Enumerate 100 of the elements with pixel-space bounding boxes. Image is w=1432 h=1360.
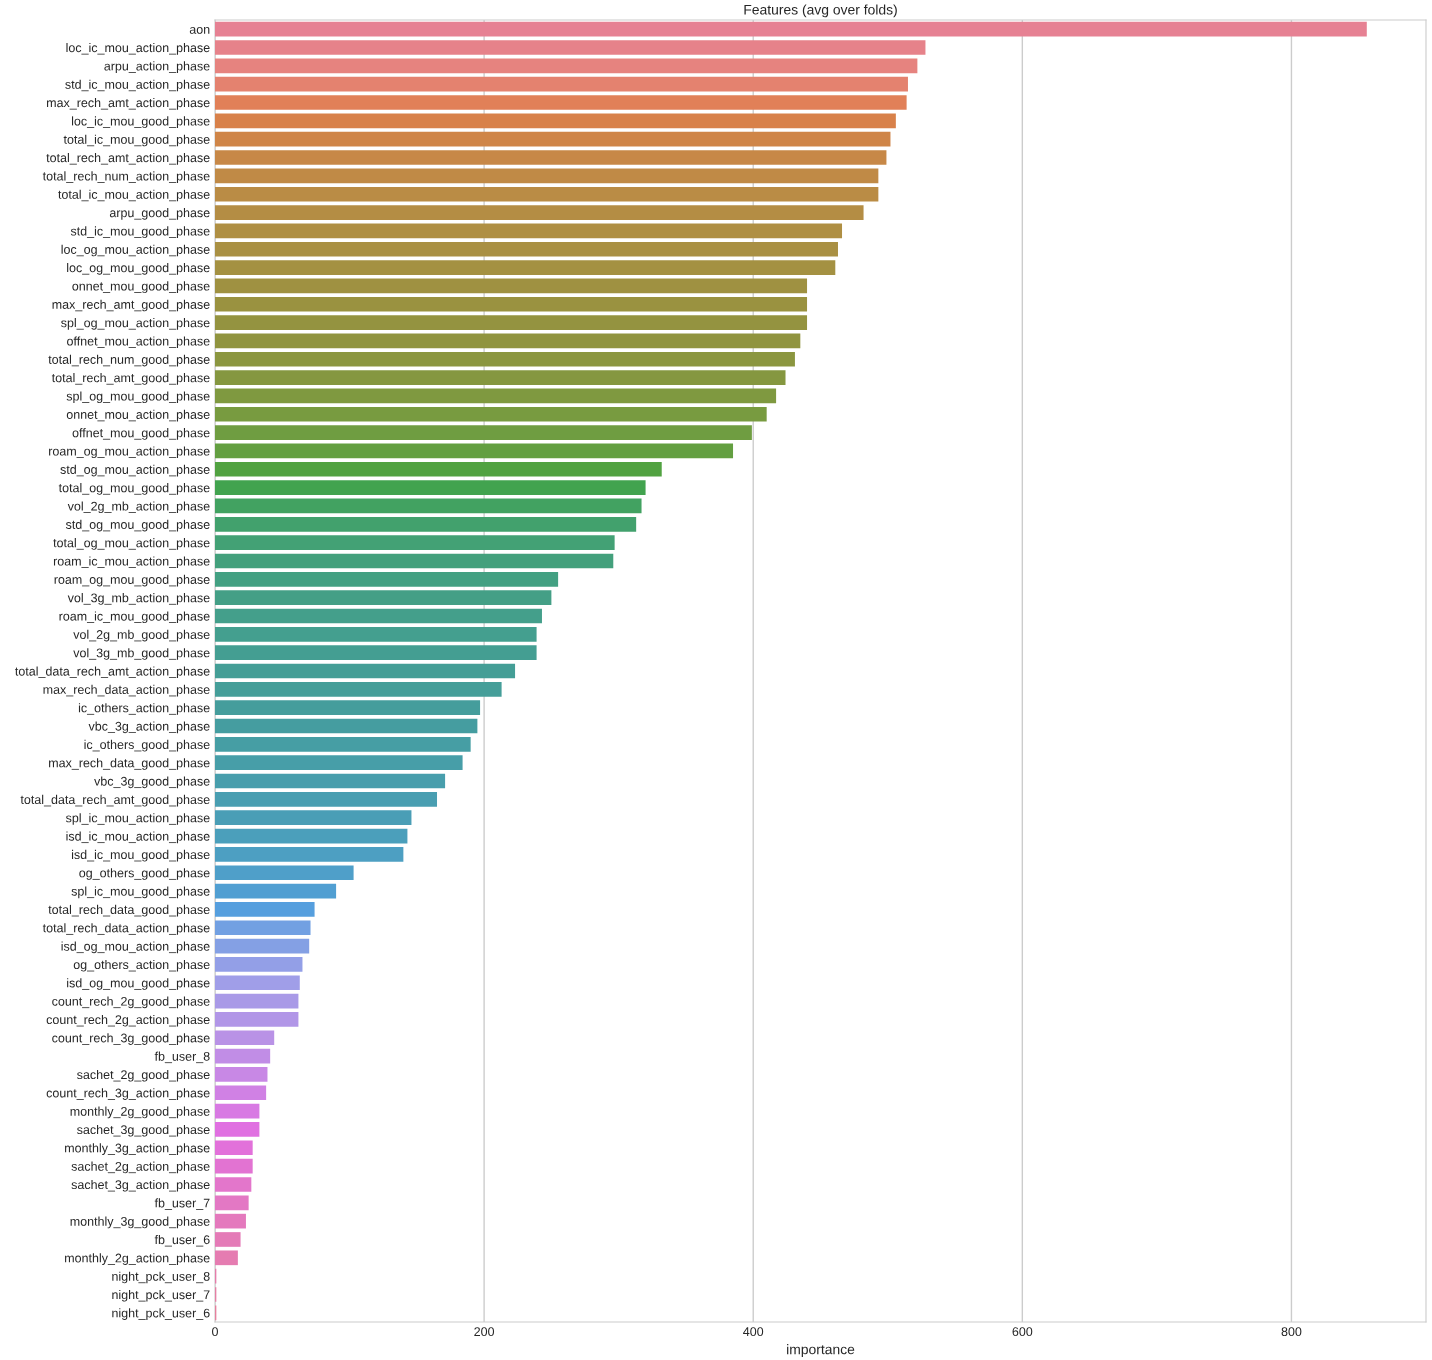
y-tick-label: roam_og_mou_good_phase bbox=[54, 574, 210, 587]
y-tick-label: count_rech_3g_good_phase bbox=[52, 1033, 210, 1045]
x-tick-label: 800 bbox=[1281, 1327, 1302, 1337]
y-tick-label: count_rech_2g_good_phase bbox=[52, 996, 210, 1009]
bar bbox=[215, 168, 879, 184]
bar bbox=[215, 498, 642, 514]
y-tick-label: total_og_mou_action_phase bbox=[53, 538, 210, 550]
y-tick-label: sachet_3g_good_phase bbox=[77, 1124, 210, 1137]
bar bbox=[215, 516, 637, 532]
bar bbox=[215, 1232, 241, 1247]
bar bbox=[215, 1140, 253, 1156]
x-tick-label: 0 bbox=[212, 1327, 218, 1337]
y-tick-label: monthly_3g_action_phase bbox=[65, 1143, 210, 1155]
y-tick-label: fb_user_8 bbox=[154, 1051, 210, 1064]
bar bbox=[215, 1030, 275, 1046]
y-tick-label: std_ic_mou_action_phase bbox=[65, 79, 210, 92]
bar bbox=[215, 975, 300, 991]
bar bbox=[215, 278, 808, 294]
y-tick-label: aon bbox=[189, 26, 210, 34]
bar bbox=[215, 58, 918, 74]
y-tick-label: isd_og_mou_good_phase bbox=[67, 978, 210, 990]
y-tick-label: std_og_mou_action_phase bbox=[60, 464, 210, 477]
y-tick-label: offnet_mou_action_phase bbox=[67, 336, 210, 349]
bar bbox=[215, 425, 752, 440]
x-axis-title: importance bbox=[787, 1344, 855, 1358]
bar bbox=[215, 40, 926, 55]
bar bbox=[215, 186, 879, 202]
bar bbox=[215, 21, 1367, 37]
y-tick-label: spl_og_mou_good_phase bbox=[66, 391, 210, 404]
bar bbox=[215, 755, 463, 771]
y-tick-label: fb_user_6 bbox=[154, 1234, 210, 1247]
bar bbox=[215, 388, 777, 404]
y-tick-label: onnet_mou_good_phase bbox=[72, 281, 210, 294]
y-tick-label: fb_user_7 bbox=[154, 1198, 210, 1210]
y-tick-label: ic_others_good_phase bbox=[84, 739, 210, 752]
bar bbox=[215, 773, 446, 789]
bar bbox=[215, 682, 502, 697]
y-tick-label: count_rech_2g_action_phase bbox=[46, 1014, 210, 1027]
bar bbox=[215, 626, 537, 642]
y-tick-label: isd_ic_mou_action_phase bbox=[66, 831, 210, 844]
y-tick-label: loc_og_mou_good_phase bbox=[67, 263, 210, 275]
y-tick-label: onnet_mou_action_phase bbox=[66, 409, 210, 422]
bar bbox=[215, 883, 337, 899]
bar bbox=[215, 865, 354, 881]
bar bbox=[215, 920, 311, 936]
chart-title: Features (avg over folds) bbox=[744, 4, 897, 18]
y-tick-label: night_pck_user_6 bbox=[112, 1308, 210, 1320]
bar bbox=[215, 150, 887, 165]
bar bbox=[215, 370, 786, 385]
y-tick-label: monthly_3g_good_phase bbox=[70, 1216, 210, 1229]
y-tick-label: total_rech_amt_good_phase bbox=[51, 373, 210, 385]
y-tick-label: total_data_rech_amt_action_phase bbox=[15, 666, 210, 679]
bar bbox=[215, 205, 864, 220]
y-tick-label: total_ic_mou_action_phase bbox=[58, 189, 210, 202]
y-tick-label: vbc_3g_good_phase bbox=[94, 776, 210, 789]
bar bbox=[215, 993, 299, 1009]
y-tick-label: monthly_2g_action_phase bbox=[65, 1253, 210, 1265]
y-tick-label: sachet_2g_action_phase bbox=[71, 1161, 210, 1174]
y-tick-label: loc_og_mou_action_phase bbox=[61, 244, 210, 257]
y-tick-label: monthly_2g_good_phase bbox=[70, 1106, 210, 1119]
bar bbox=[215, 828, 408, 844]
bar bbox=[215, 131, 891, 147]
bar bbox=[215, 1158, 253, 1174]
y-tick-label: arpu_good_phase bbox=[109, 208, 210, 220]
y-tick-label: roam_og_mou_action_phase bbox=[49, 446, 210, 459]
y-tick-label: og_others_action_phase bbox=[73, 959, 210, 972]
y-tick-label: total_rech_data_action_phase bbox=[42, 923, 210, 935]
bar bbox=[215, 700, 481, 716]
bar bbox=[215, 1085, 267, 1101]
y-tick-label: roam_ic_mou_action_phase bbox=[53, 556, 210, 569]
bar bbox=[215, 902, 315, 917]
bar bbox=[215, 315, 808, 330]
y-tick-label: arpu_action_phase bbox=[104, 61, 210, 73]
y-tick-label: total_rech_num_good_phase bbox=[48, 354, 210, 367]
bar bbox=[215, 241, 838, 257]
bar bbox=[215, 1122, 260, 1137]
y-tick-label: isd_og_mou_action_phase bbox=[61, 941, 210, 954]
y-tick-label: max_rech_amt_action_phase bbox=[46, 97, 210, 110]
y-tick-label: vol_2g_mb_good_phase bbox=[73, 629, 210, 642]
y-tick-label: spl_ic_mou_action_phase bbox=[65, 813, 210, 825]
bar bbox=[215, 76, 908, 92]
bar bbox=[215, 571, 559, 587]
bar bbox=[215, 847, 404, 862]
bar bbox=[215, 113, 896, 129]
y-tick-label: spl_og_mou_action_phase bbox=[61, 318, 210, 330]
bar bbox=[215, 792, 438, 807]
y-tick-label: isd_ic_mou_good_phase bbox=[71, 849, 210, 862]
bar bbox=[215, 645, 537, 660]
bar bbox=[215, 535, 615, 550]
y-tick-label: std_og_mou_good_phase bbox=[65, 519, 210, 532]
y-tick-label: max_rech_data_action_phase bbox=[43, 684, 210, 697]
y-tick-label: night_pck_user_8 bbox=[112, 1271, 210, 1284]
bar bbox=[215, 1213, 246, 1229]
bar bbox=[215, 1048, 271, 1064]
bar bbox=[215, 810, 412, 826]
y-tick-label: max_rech_data_good_phase bbox=[49, 758, 210, 770]
y-tick-label: ic_others_action_phase bbox=[78, 703, 210, 715]
y-tick-label: total_rech_data_good_phase bbox=[48, 904, 210, 917]
bar bbox=[215, 608, 542, 624]
y-tick-label: roam_ic_mou_good_phase bbox=[59, 611, 210, 624]
